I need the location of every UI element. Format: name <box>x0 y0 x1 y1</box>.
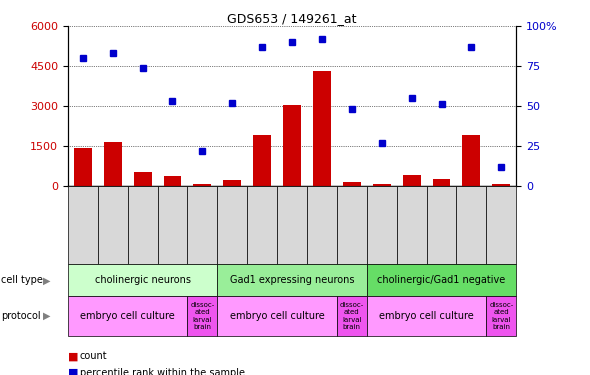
Bar <box>253 135 271 186</box>
Bar <box>373 184 391 186</box>
Text: cholinergic/Gad1 negative: cholinergic/Gad1 negative <box>378 275 506 285</box>
Text: ■: ■ <box>68 351 78 361</box>
Text: dissoc-
ated
larval
brain: dissoc- ated larval brain <box>489 302 513 330</box>
Text: protocol: protocol <box>1 311 41 321</box>
Text: embryo cell culture: embryo cell culture <box>379 311 474 321</box>
Bar <box>313 71 331 186</box>
Text: cell type: cell type <box>1 275 43 285</box>
Text: ▶: ▶ <box>43 275 51 285</box>
Bar <box>283 105 301 186</box>
Text: dissoc-
ated
larval
brain: dissoc- ated larval brain <box>190 302 215 330</box>
Bar <box>163 176 182 186</box>
Text: count: count <box>80 351 107 361</box>
Text: embryo cell culture: embryo cell culture <box>230 311 325 321</box>
Text: ■: ■ <box>68 368 78 375</box>
Bar <box>74 148 92 186</box>
Text: cholinergic neurons: cholinergic neurons <box>94 275 191 285</box>
Bar <box>463 135 480 186</box>
Bar <box>402 175 421 186</box>
Text: dissoc-
ated
larval
brain: dissoc- ated larval brain <box>340 302 364 330</box>
Bar <box>432 179 451 186</box>
Bar <box>223 180 241 186</box>
Text: embryo cell culture: embryo cell culture <box>80 311 175 321</box>
Bar <box>343 182 361 186</box>
Title: GDS653 / 149261_at: GDS653 / 149261_at <box>227 12 357 25</box>
Text: ▶: ▶ <box>43 311 51 321</box>
Text: Gad1 expressing neurons: Gad1 expressing neurons <box>230 275 355 285</box>
Bar <box>194 184 211 186</box>
Text: percentile rank within the sample: percentile rank within the sample <box>80 368 245 375</box>
Bar <box>492 184 510 186</box>
Bar <box>104 142 122 186</box>
Bar <box>133 172 152 186</box>
